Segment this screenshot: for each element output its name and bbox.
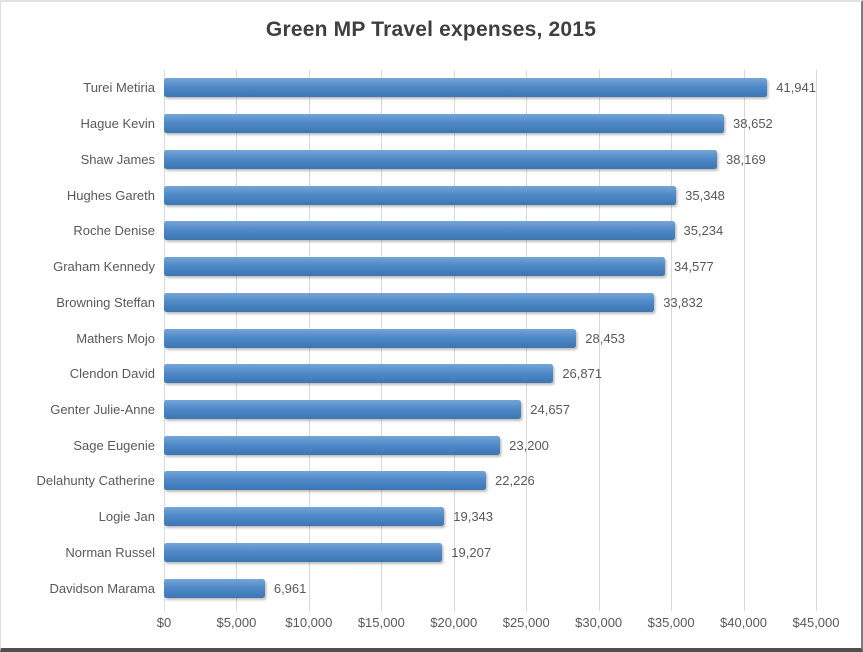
value-label: 41,941 [776,80,816,96]
bar-row: Davidson Marama 6,961 [50,570,816,606]
gridline [743,70,745,606]
bar [164,257,665,277]
value-label: 35,234 [683,223,724,239]
category-label: Clendon David [69,366,155,382]
bar-row: Delahunty Catherine 22,226 [36,463,816,499]
axis-tick [236,606,238,611]
axis-tick [308,606,310,611]
bar [164,507,445,527]
category-label: Turei Metiria [83,80,155,96]
value-label: 35,348 [685,187,725,203]
value-label: 26,871 [562,366,603,382]
axis-tick [816,606,817,611]
bar [164,78,768,98]
bar [164,399,522,419]
bar [164,578,265,598]
value-label: 22,226 [495,473,535,489]
bar [164,542,443,562]
axis-tick [453,606,455,611]
bar-row: Turei Metiria 41,941 [83,70,816,106]
bar-row: Shaw James 38,169 [81,141,816,177]
category-label: Norman Russel [65,544,155,560]
plot-area: Turei Metiria 41,941 Hague Kevin 38,652 Shaw… [36,70,817,611]
x-axis: $0 $5,000 $10,000 $15,000 $20,000 $25,000 $30,… [157,615,840,633]
category-label: Hague Kevin [80,116,155,132]
value-label: 6,961 [273,580,307,596]
axis-tick [381,606,383,611]
gridline [671,70,673,606]
category-label: Logie Jan [98,509,155,525]
x-tick-label: $25,000 [502,615,550,630]
bar [164,364,554,384]
bar-row: Genter Julie-Anne 24,657 [50,392,816,428]
chart-title: Green MP Travel expenses, 2015 [265,18,597,41]
bar [164,435,501,455]
gridline [816,70,817,606]
bar-row: Browning Steffan 33,832 [56,284,816,320]
category-label: Delahunty Catherine [36,473,155,489]
bar-row: Logie Jan 19,343 [99,499,816,535]
bar-row: Sage Eugenie 23,200 [73,427,816,463]
x-tick-label: $15,000 [357,615,405,630]
value-label: 23,200 [509,437,549,453]
bar [164,114,725,134]
x-tick-label: $20,000 [430,615,478,630]
value-label: 19,343 [453,509,494,525]
bar-row: Hughes Gareth 35,348 [67,177,816,213]
value-label: 28,453 [585,330,626,346]
x-tick-label: $45,000 [792,615,840,630]
bar-row: Hague Kevin 38,652 [81,106,816,142]
category-label: Browning Steffan [56,294,155,310]
bar-row: Clendon David 26,871 [70,356,816,392]
x-tick-label: $0 [156,615,172,630]
value-label: 24,657 [530,401,571,417]
category-label: Shaw James [80,151,155,167]
bar-row: Mathers Mojo 28,453 [76,320,816,356]
category-label: Sage Eugenie [73,437,155,453]
axis-tick [526,606,528,611]
bar-row: Norman Russel 19,207 [65,535,816,571]
value-label: 38,652 [733,116,773,132]
bar [164,471,487,491]
value-label: 38,169 [726,151,766,167]
category-label: Hughes Gareth [66,187,155,203]
x-tick-label: $5,000 [216,615,257,630]
x-tick-label: $35,000 [647,615,695,630]
bar-rows: Turei Metiria 41,941 Hague Kevin 38,652 Shaw… [36,70,816,606]
axis-tick [671,606,673,611]
bar [164,328,577,348]
x-tick-label: $10,000 [285,615,333,630]
bar [164,221,675,241]
axis-tick [164,606,165,611]
bar-row: Graham Kennedy 34,577 [53,249,816,285]
x-tick-label: $30,000 [575,615,623,630]
category-label: Roche Denise [73,223,155,239]
bar [164,292,655,312]
bar [164,149,718,169]
value-label: 34,577 [673,259,714,275]
value-label: 33,832 [663,294,703,310]
category-label: Davidson Marama [49,580,156,596]
x-tick-label: $40,000 [720,615,768,630]
axis-tick [743,606,745,611]
category-label: Graham Kennedy [53,259,155,275]
bar-row: Roche Denise 35,234 [73,213,816,249]
value-label: 19,207 [451,544,492,560]
bar [164,185,677,205]
category-label: Genter Julie-Anne [50,401,155,417]
gridline [598,70,600,606]
axis-tick [598,606,600,611]
category-label: Mathers Mojo [76,330,155,346]
